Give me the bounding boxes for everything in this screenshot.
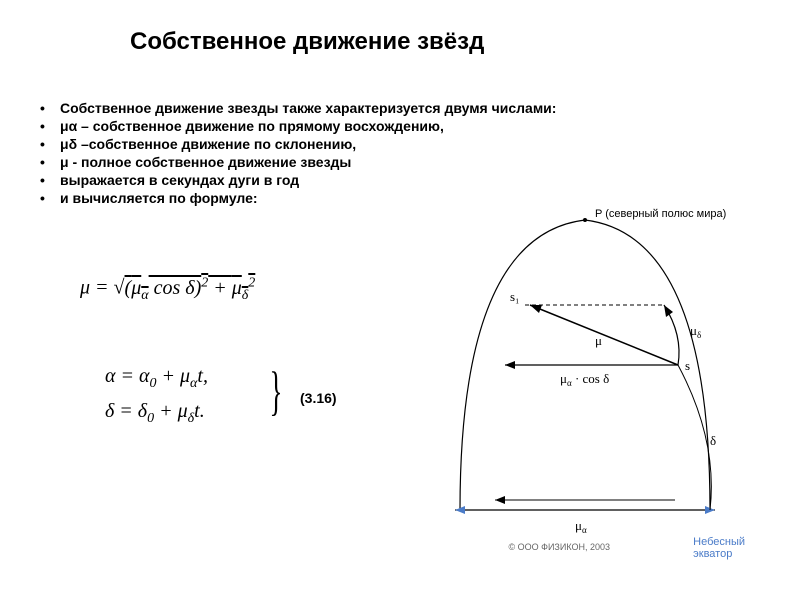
bullet-marker: • bbox=[40, 100, 60, 116]
formula-mu: μ = √(μα cos δ)2 + μδ2 bbox=[80, 275, 255, 304]
bullet-text: выражается в секундах дуги в год bbox=[60, 172, 760, 188]
label-mu: μ bbox=[595, 333, 602, 348]
point-pole bbox=[583, 218, 587, 222]
label-pole: P (северный полюс мира) bbox=[595, 208, 726, 220]
bullet-item: • выражается в секундах дуги в год bbox=[40, 172, 760, 188]
bullet-item: • μδ –собственное движение по склонению, bbox=[40, 136, 760, 152]
formula-alpha: α = α0 + μαt, bbox=[105, 360, 208, 395]
formula-delta: δ = δ0 + μδt. bbox=[105, 395, 208, 430]
copyright-text: © ООО ФИЗИКОН, 2003 bbox=[508, 542, 610, 552]
bullet-marker: • bbox=[40, 118, 60, 134]
bullet-marker: • bbox=[40, 190, 60, 206]
formula-block: α = α0 + μαt, δ = δ0 + μδt. bbox=[105, 360, 208, 431]
bullet-text: Собственное движение звезды также характ… bbox=[60, 100, 760, 116]
arrow-mu-cos bbox=[505, 361, 515, 369]
bullet-marker: • bbox=[40, 172, 60, 188]
bullet-marker: • bbox=[40, 154, 60, 170]
label-mu-cos: μα · cos δ bbox=[560, 371, 609, 388]
bullet-marker: • bbox=[40, 136, 60, 152]
equation-number: (3.16) bbox=[300, 390, 337, 406]
arc-delta bbox=[678, 365, 711, 510]
bullet-text: μ - полное собственное движение звезды bbox=[60, 154, 760, 170]
arrow-mu-alpha bbox=[495, 496, 505, 504]
bullet-item: • Собственное движение звезды также хара… bbox=[40, 100, 760, 116]
label-mu-delta: μδ bbox=[690, 323, 701, 340]
label-s1: s₁ bbox=[510, 289, 520, 304]
bullet-list: • Собственное движение звезды также хара… bbox=[40, 100, 760, 208]
label-delta: δ bbox=[710, 433, 716, 448]
bullet-text: μα – собственное движение по прямому вос… bbox=[60, 118, 760, 134]
label-mu-alpha: μα bbox=[575, 518, 587, 535]
slide-title: Собственное движение звёзд bbox=[130, 28, 484, 56]
equator-label: Небесныйэкватор bbox=[693, 536, 745, 560]
bullet-item: • μ - полное собственное движение звезды bbox=[40, 154, 760, 170]
arrow-mu bbox=[530, 305, 542, 313]
arrow-mu-delta bbox=[664, 305, 673, 317]
vector-mu bbox=[530, 305, 678, 365]
celestial-diagram: P (северный полюс мира) s₁ s μ μδ μα · c… bbox=[400, 195, 780, 545]
bullet-text: μδ –собственное движение по склонению, bbox=[60, 136, 760, 152]
brace-icon: } bbox=[269, 360, 282, 422]
label-s: s bbox=[685, 358, 690, 373]
bullet-item: • μα – собственное движение по прямому в… bbox=[40, 118, 760, 134]
